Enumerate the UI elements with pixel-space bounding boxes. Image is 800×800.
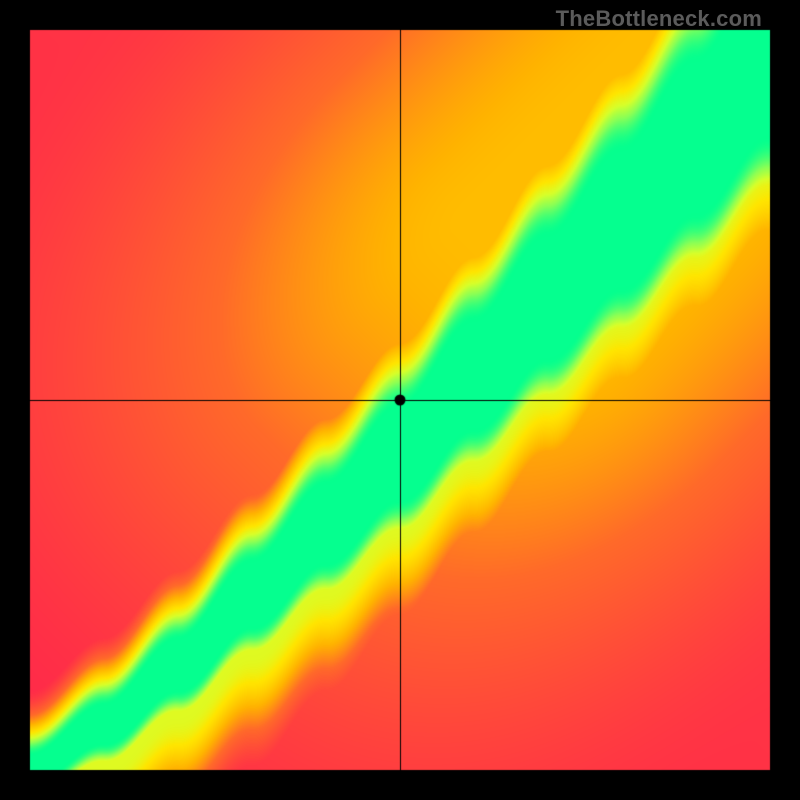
chart-container: { "watermark": { "text": "TheBottleneck.… <box>0 0 800 800</box>
heatmap-canvas <box>0 0 800 800</box>
watermark-text: TheBottleneck.com <box>556 6 762 32</box>
